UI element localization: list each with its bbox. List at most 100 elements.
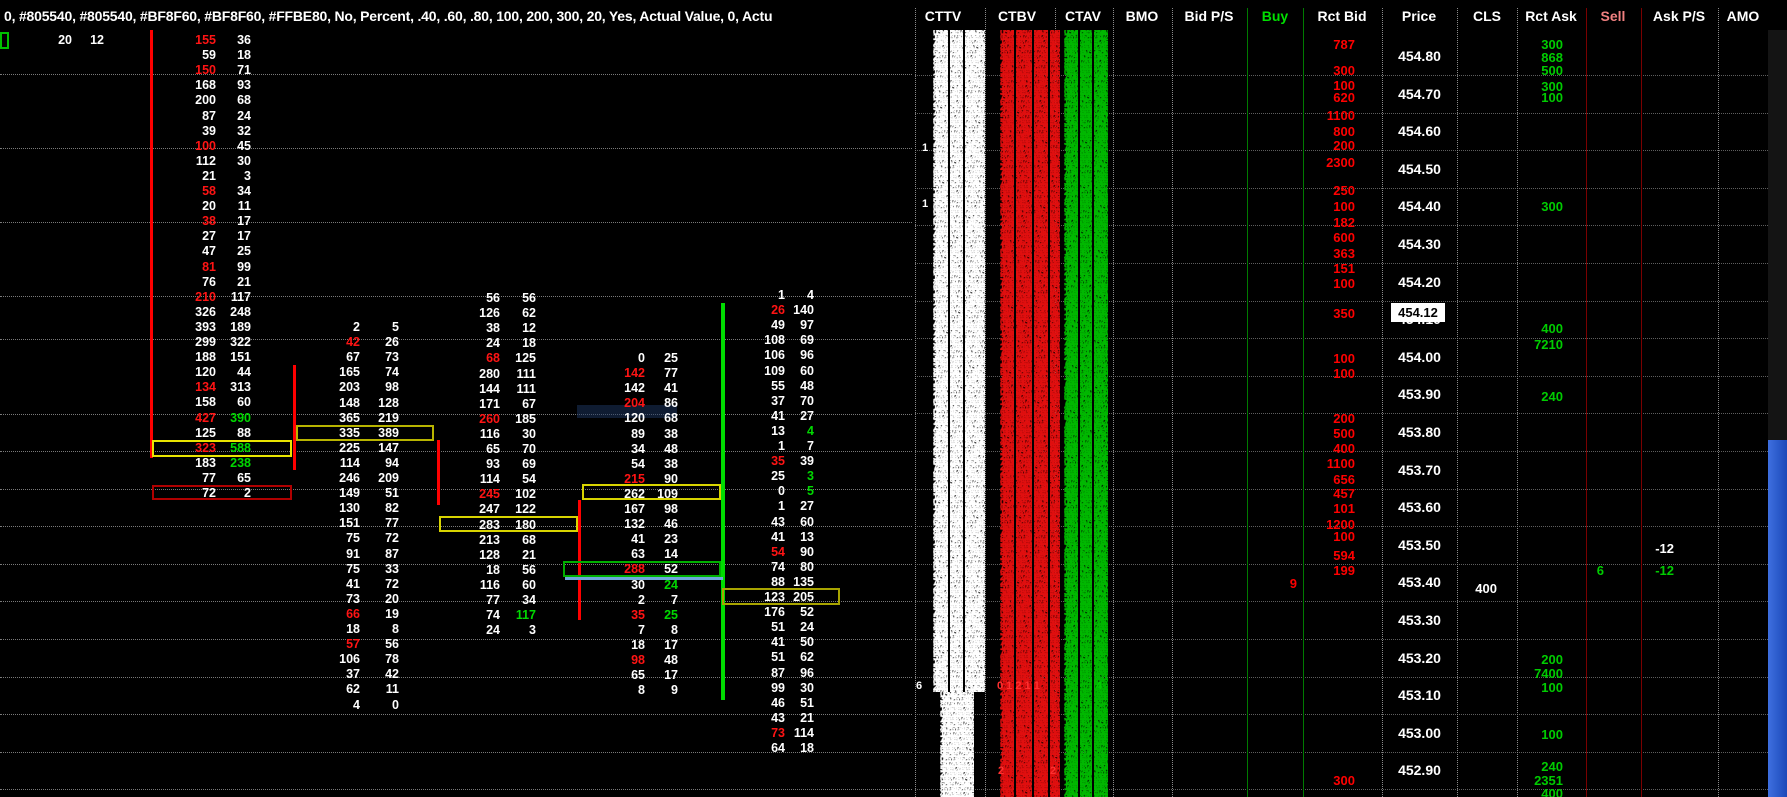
price-label[interactable]: 454.20 — [1398, 273, 1441, 290]
footprint-bid-cell: 18 — [486, 562, 500, 577]
ask-ps-cell[interactable]: -12 — [1655, 541, 1674, 556]
dom-ask-cell[interactable]: 2351 — [1534, 773, 1563, 788]
ask-ps-cell[interactable]: -12 — [1655, 563, 1674, 578]
dom-bid-cell[interactable]: 100 — [1333, 529, 1355, 544]
dom-bid-cell[interactable]: 100 — [1333, 199, 1355, 214]
dom-ask-cell[interactable]: 500 — [1541, 63, 1563, 78]
dom-bid-cell[interactable]: 800 — [1333, 124, 1355, 139]
footprint-bid-cell: 18 — [346, 622, 360, 636]
dom-bid-cell[interactable]: 101 — [1333, 501, 1355, 516]
footprint-bid-cell: 81 — [202, 259, 216, 274]
price-label[interactable]: 453.20 — [1398, 649, 1441, 666]
price-label[interactable]: 453.50 — [1398, 536, 1441, 553]
dom-bid-cell[interactable]: 600 — [1333, 230, 1355, 245]
dom-bid-cell[interactable]: 1100 — [1326, 456, 1355, 471]
price-label[interactable]: 453.30 — [1398, 612, 1441, 628]
price-label[interactable]: 454.50 — [1398, 160, 1441, 177]
price-label[interactable]: 453.40 — [1398, 574, 1441, 591]
footprint-ask-cell: 11 — [385, 682, 399, 697]
dom-bid-cell[interactable]: 151 — [1333, 261, 1355, 276]
dom-bid-cell[interactable]: 350 — [1333, 306, 1355, 321]
price-label[interactable]: 454.00 — [1398, 348, 1441, 365]
footprint-bid-cell: 27 — [202, 229, 216, 244]
dom-bid-cell[interactable]: 250 — [1333, 183, 1355, 198]
footprint-ask-cell: 205 — [793, 590, 814, 604]
column-separator — [1382, 8, 1383, 797]
footprint-bid-cell: 93 — [486, 457, 500, 472]
column-header-rctask: Rct Ask — [1525, 8, 1577, 24]
dom-bid-cell[interactable]: 2300 — [1326, 155, 1355, 170]
scrollbar-thumb[interactable] — [1768, 440, 1787, 797]
dom-ask-cell[interactable]: 7400 — [1534, 666, 1563, 681]
footprint-range-line — [578, 500, 581, 620]
dom-bid-cell[interactable]: 100 — [1333, 351, 1355, 366]
dom-bid-cell[interactable]: 594 — [1333, 548, 1355, 563]
footprint-bid-cell: 126 — [479, 306, 500, 321]
footprint-bid-cell: 0 — [638, 351, 645, 365]
footprint-bid-cell: 74 — [486, 608, 500, 623]
dom-ask-cell[interactable]: 240 — [1541, 389, 1563, 404]
dom-bid-cell[interactable]: 200 — [1333, 411, 1355, 426]
footprint-bid-cell: 427 — [195, 410, 216, 425]
price-label[interactable]: 454.80 — [1398, 48, 1441, 64]
footprint-bid-cell: 41 — [771, 408, 785, 423]
price-label[interactable]: 454.40 — [1398, 198, 1441, 215]
price-label[interactable]: 454.70 — [1398, 85, 1441, 102]
footprint-ask-cell: 180 — [515, 517, 536, 532]
footprint-ask-cell: 62 — [522, 306, 536, 321]
dom-bid-cell[interactable]: 656 — [1333, 472, 1355, 487]
price-label[interactable]: 454.60 — [1398, 123, 1441, 140]
footprint-ask-cell: 9 — [671, 683, 678, 698]
dom-bid-cell[interactable]: 100 — [1333, 366, 1355, 381]
dom-ask-cell[interactable]: 100 — [1541, 727, 1563, 742]
dom-bid-cell[interactable]: 400 — [1333, 441, 1355, 456]
dom-bid-cell[interactable]: 787 — [1333, 37, 1355, 52]
dom-bid-cell[interactable]: 363 — [1333, 246, 1355, 261]
stripe-gap — [1078, 30, 1080, 797]
dom-ask-cell[interactable]: 400 — [1541, 786, 1563, 797]
footprint-ask-cell: 17 — [237, 229, 251, 244]
dom-bid-cell[interactable]: 100 — [1333, 78, 1355, 93]
dom-ask-cell[interactable]: 300 — [1541, 37, 1563, 52]
price-label[interactable]: 453.10 — [1398, 687, 1441, 704]
footprint-ask-cell: 2 — [244, 486, 251, 500]
dom-bid-cell[interactable]: 200 — [1333, 138, 1355, 153]
price-label[interactable]: 453.00 — [1398, 724, 1441, 741]
footprint-ask-cell: 26 — [385, 335, 399, 350]
dom-ask-cell[interactable]: 100 — [1541, 90, 1563, 105]
dom-ask-cell[interactable]: 300 — [1541, 79, 1563, 94]
dom-bid-cell[interactable]: 100 — [1333, 276, 1355, 291]
dom-ask-cell[interactable]: 868 — [1541, 50, 1563, 65]
price-label[interactable]: 453.80 — [1398, 424, 1441, 440]
dom-ask-cell[interactable]: 100 — [1541, 680, 1563, 695]
footprint-bid-cell: 43 — [771, 710, 785, 725]
dom-ask-cell[interactable]: 7210 — [1534, 337, 1563, 352]
dom-bid-cell[interactable]: 620 — [1333, 90, 1355, 105]
dom-ask-cell[interactable]: 300 — [1541, 199, 1563, 214]
dom-ask-cell[interactable]: 400 — [1541, 321, 1563, 336]
column-separator — [985, 8, 986, 797]
sell-cell[interactable]: 6 — [1596, 563, 1604, 578]
dom-bid-cell[interactable]: 457 — [1333, 486, 1355, 501]
dom-bid-cell[interactable]: 199 — [1333, 563, 1355, 578]
dom-ask-cell[interactable]: 200 — [1541, 652, 1563, 667]
footprint-bid-cell: 38 — [202, 214, 216, 229]
footprint-bid-cell: 88 — [771, 574, 785, 589]
price-label[interactable]: 453.70 — [1398, 461, 1441, 478]
cls-cell[interactable]: 400 — [1475, 581, 1497, 596]
buy-cell[interactable]: 9 — [1289, 576, 1297, 591]
price-label[interactable]: 454.30 — [1398, 236, 1441, 252]
footprint-ask-cell: 96 — [800, 665, 814, 680]
price-label[interactable]: 453.90 — [1398, 386, 1441, 403]
dom-bid-cell[interactable]: 300 — [1333, 773, 1355, 788]
dom-bid-cell[interactable]: 1200 — [1326, 517, 1355, 532]
price-label[interactable]: 452.90 — [1398, 762, 1441, 779]
footprint-bid-cell: 112 — [195, 153, 216, 168]
dom-bid-cell[interactable]: 182 — [1333, 215, 1355, 230]
column-header-rctbid: Rct Bid — [1317, 8, 1367, 24]
dom-bid-cell[interactable]: 500 — [1333, 426, 1355, 441]
dom-ask-cell[interactable]: 240 — [1541, 759, 1563, 774]
dom-bid-cell[interactable]: 300 — [1333, 63, 1355, 78]
dom-bid-cell[interactable]: 1100 — [1326, 108, 1355, 123]
price-label[interactable]: 453.60 — [1398, 499, 1441, 516]
